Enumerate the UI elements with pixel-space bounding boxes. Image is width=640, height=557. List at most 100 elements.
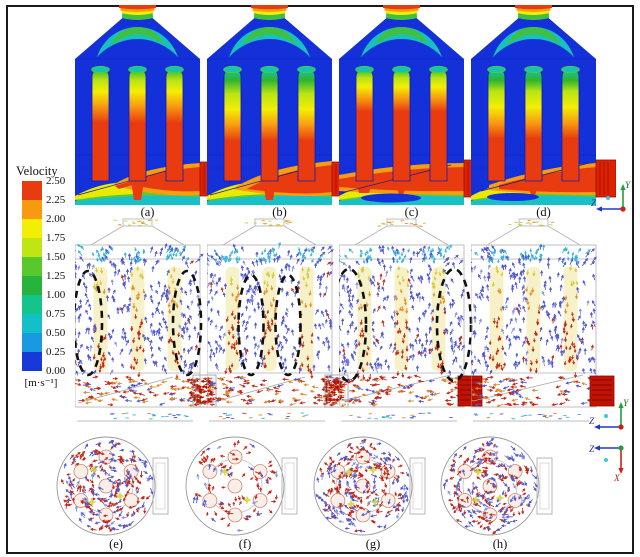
colorbar-band: [22, 314, 42, 333]
y-axis-arrowhead: [620, 184, 626, 190]
velocity-contour-plot: [471, 5, 616, 205]
origin-dot: [618, 445, 624, 451]
contour-panel-d: [471, 5, 616, 205]
highlight-ellipse: [75, 269, 104, 377]
colorbar-tick: 1.50: [46, 250, 66, 263]
z-axis-label: Z: [589, 417, 595, 427]
colorbar-tick: 0.00: [46, 364, 66, 377]
y-axis-label: Y: [625, 181, 632, 191]
vector-arrows: [315, 438, 409, 533]
tube-bundle: [223, 65, 316, 182]
colorbar-band: [22, 257, 42, 276]
axes-triad-bottom: Z X: [589, 445, 624, 482]
out-of-plane-axis-dot: [606, 196, 610, 200]
y-axis-arrowhead: [618, 402, 624, 408]
side-vector-panel-a: [75, 217, 220, 425]
circulation-annotations: [237, 273, 302, 377]
top-view-panel-h: [430, 426, 570, 538]
out-of-plane-axis-dot: [604, 414, 608, 418]
vessel-contour: [75, 5, 218, 205]
colorbar-tick: 2.00: [46, 212, 66, 225]
figure-frame: [6, 5, 634, 554]
vector-arrows: [471, 219, 607, 420]
tube-bundle: [91, 65, 184, 182]
side-velocity-vector-plot: [471, 218, 615, 422]
colorbar-band: [22, 181, 42, 200]
vessel-contour: [339, 5, 484, 205]
colorbar-tick: 1.00: [46, 288, 66, 301]
vector-arrows: [75, 219, 216, 420]
caption-e: (e): [109, 537, 123, 551]
colorbar-tick: 1.75: [46, 231, 66, 244]
colorbar-tick: 0.25: [46, 345, 66, 358]
vessel-contour: [471, 5, 616, 205]
vector-arrows: [192, 439, 279, 532]
inlet-pipe: [595, 159, 616, 198]
highlight-ellipse: [274, 273, 302, 377]
x-axis-arrowhead: [618, 468, 624, 474]
circulation-annotations: [75, 269, 203, 377]
colorbar: Velocity [m·s⁻¹] 2.50 2.25 2.00 1.75 1.50 1.2…: [12, 164, 76, 396]
colorbar-tick: 0.75: [46, 307, 66, 320]
caption-c: (c): [404, 205, 419, 219]
tube-cross-sections: [457, 449, 523, 523]
colorbar-tick: 0.50: [46, 326, 66, 339]
velocity-contour-plot: [75, 5, 218, 205]
top-view-vector-plot: [440, 436, 553, 536]
top-view-vector-plot: [185, 436, 298, 536]
colorbar-band: [22, 200, 42, 219]
top-view-panel-f: [175, 426, 315, 538]
colorbar-band: [22, 238, 42, 257]
vector-arrows: [61, 439, 154, 532]
side-vector-panel-d: [471, 217, 616, 425]
origin-dot: [618, 424, 624, 430]
caption-h: (h): [492, 537, 508, 551]
top-view-panel-g: [303, 426, 443, 538]
colorbar-band: [22, 295, 42, 314]
z-axis-arrowhead: [594, 424, 600, 430]
side-velocity-vector-plot: [207, 218, 349, 422]
colorbar-band: [22, 219, 42, 238]
tube-bundle: [487, 65, 580, 182]
caption-f: (f): [238, 537, 252, 551]
side-velocity-vector-plot: [339, 218, 483, 422]
x-axis-label: X: [613, 474, 621, 482]
highlight-ellipse: [171, 269, 203, 377]
marker-stars: [471, 467, 505, 505]
velocity-contour-plot: [339, 5, 484, 205]
vector-arrows: [207, 220, 347, 420]
colorbar-tick: 2.50: [46, 174, 66, 187]
caption-a: (a): [140, 205, 155, 219]
side-vector-panel-c: [339, 217, 484, 425]
z-axis-arrowhead: [596, 206, 602, 212]
marker-stars: [344, 465, 380, 509]
axes-triad-top: Y Z: [591, 181, 632, 212]
y-axis-label: Y: [623, 399, 630, 409]
vessel-outline: [339, 218, 465, 422]
contour-panel-a: [75, 5, 220, 205]
top-view-panel-e: [46, 426, 186, 538]
colorbar-band: [22, 333, 42, 352]
tube-bundle: [355, 65, 448, 182]
highlight-ellipse: [339, 267, 368, 383]
out-of-plane-axis-dot: [604, 458, 608, 462]
top-view-vector-plot: [313, 436, 426, 536]
marker-stars: [220, 467, 252, 505]
colorbar-title: Velocity: [16, 164, 58, 178]
axes-triad-middle: Y Z: [589, 399, 630, 430]
contour-panel-b: [207, 5, 352, 205]
colorbar-units: [m·s⁻¹]: [24, 377, 58, 389]
caption-d: (d): [536, 205, 551, 219]
z-axis-label: Z: [591, 199, 597, 209]
colorbar-band: [22, 276, 42, 295]
vessel-contour: [207, 5, 350, 205]
side-vector-panel-b: [207, 217, 352, 425]
velocity-contour-plot: [207, 5, 350, 205]
z-axis-arrowhead: [594, 445, 600, 451]
vector-arrows: [442, 438, 538, 535]
shell-outline: [440, 436, 553, 536]
contour-panel-c: [339, 5, 484, 205]
colorbar-tick: 1.25: [46, 269, 66, 282]
colorbar-band: [22, 352, 42, 371]
